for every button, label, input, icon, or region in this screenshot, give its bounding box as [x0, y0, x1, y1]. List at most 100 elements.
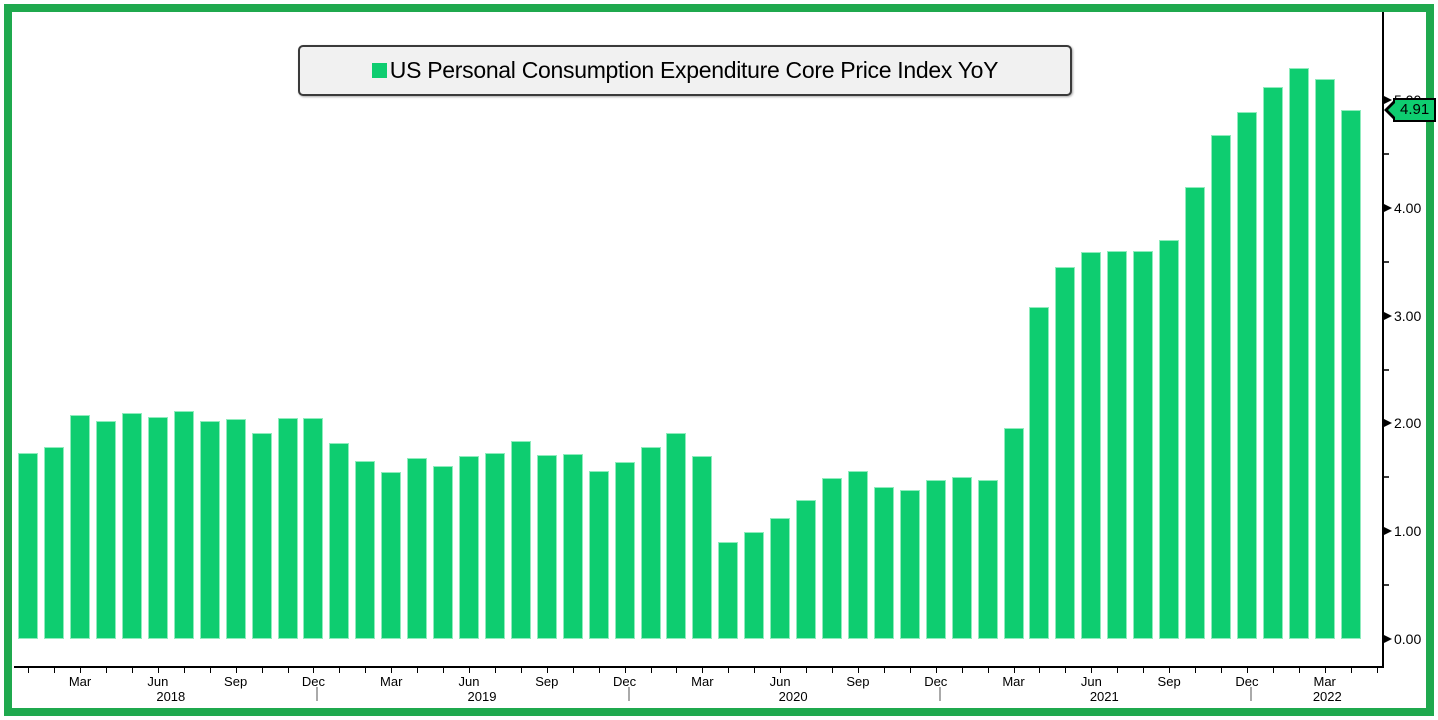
year-separator-line — [627, 687, 630, 701]
x-month-tick — [1143, 668, 1145, 673]
x-month-tick — [1039, 668, 1041, 673]
last-value-tag: 4.91 — [1384, 97, 1437, 122]
bar-2018-09 — [225, 419, 246, 639]
bar-2019-11 — [588, 470, 609, 639]
x-month-tick — [365, 668, 367, 673]
x-year-label: 2021 — [1089, 689, 1119, 704]
bar-2021-07 — [1107, 251, 1128, 639]
x-month-tick — [702, 668, 704, 673]
bar-2020-11 — [899, 490, 920, 639]
x-month-tick — [572, 668, 574, 673]
bar-2018-01 — [18, 452, 39, 639]
x-month-tick — [105, 668, 107, 673]
x-month-tick — [624, 668, 626, 673]
x-month-tick — [1298, 668, 1300, 673]
y-major-tick — [1384, 527, 1392, 536]
bar-2020-12 — [925, 479, 946, 639]
x-month-tick — [935, 668, 937, 673]
x-month-tick — [1376, 668, 1378, 673]
bar-2019-01 — [329, 442, 350, 639]
x-month-tick — [1324, 668, 1326, 673]
y-axis-line — [1382, 10, 1384, 668]
legend-marker-icon — [371, 63, 387, 78]
y-major-tick — [1384, 311, 1392, 320]
x-month-label: Jun — [1080, 674, 1102, 689]
x-month-tick — [1195, 668, 1197, 673]
year-separator-line — [1249, 687, 1252, 701]
x-month-tick — [183, 668, 185, 673]
bar-2019-12 — [614, 462, 635, 639]
x-month-label: Mar — [380, 674, 403, 689]
x-month-tick — [54, 668, 56, 673]
y-minor-tick — [1384, 368, 1389, 371]
x-month-tick — [235, 668, 237, 673]
bar-2019-06 — [459, 455, 479, 639]
bar-2018-10 — [251, 433, 272, 639]
x-month-label: Mar — [1313, 674, 1336, 689]
bar-2018-03 — [70, 414, 91, 639]
bar-2021-11 — [1210, 134, 1231, 639]
x-month-tick — [598, 668, 600, 673]
x-month-tick — [754, 668, 756, 673]
bar-2021-02 — [977, 479, 998, 639]
x-month-tick — [832, 668, 834, 673]
bar-2018-05 — [121, 412, 142, 639]
x-month-tick — [443, 668, 445, 673]
x-month-tick — [857, 668, 859, 673]
x-month-label: Sep — [1157, 674, 1181, 689]
bar-2021-10 — [1185, 187, 1206, 639]
x-month-tick — [1246, 668, 1248, 673]
x-month-label: Dec — [924, 674, 948, 689]
bar-2019-02 — [355, 461, 376, 639]
x-year-label: 2018 — [156, 689, 186, 704]
x-month-label: Mar — [691, 674, 714, 689]
x-month-tick — [1065, 668, 1067, 673]
last-value-label: 4.91 — [1400, 101, 1430, 119]
x-month-label: Sep — [846, 674, 870, 689]
y-minor-tick — [1384, 153, 1389, 156]
x-month-tick — [469, 668, 470, 673]
x-month-label: Mar — [68, 674, 92, 689]
bar-2019-03 — [381, 471, 402, 639]
bar-2018-06 — [147, 417, 168, 639]
x-month-tick — [80, 668, 82, 673]
bar-2020-02 — [666, 433, 687, 639]
bar-2021-09 — [1159, 240, 1180, 639]
x-year-label: 2022 — [1312, 689, 1342, 704]
x-month-tick — [417, 668, 419, 673]
bar-2018-11 — [277, 418, 298, 639]
bar-2021-05 — [1055, 267, 1076, 639]
x-month-tick — [987, 668, 989, 673]
x-month-label: Jun — [458, 674, 480, 689]
x-month-tick — [287, 668, 289, 673]
bar-2020-05 — [744, 532, 765, 639]
bar-2019-08 — [510, 440, 531, 639]
x-month-tick — [28, 668, 30, 673]
bar-2021-08 — [1133, 251, 1154, 639]
bar-2021-04 — [1029, 307, 1050, 639]
bar-2021-06 — [1081, 252, 1102, 639]
x-month-tick — [780, 668, 782, 673]
bar-2019-05 — [433, 465, 454, 639]
x-month-tick — [157, 668, 159, 673]
x-month-tick — [1091, 668, 1093, 673]
bar-2019-07 — [484, 452, 505, 639]
bar-2021-03 — [1003, 427, 1024, 639]
x-month-tick — [1013, 668, 1015, 673]
legend-label: US Personal Consumption Expenditure Core… — [389, 57, 999, 83]
bar-2020-10 — [873, 487, 894, 639]
x-month-tick — [313, 668, 315, 673]
y-axis-label: 1.00 — [1394, 523, 1422, 540]
x-month-tick — [494, 668, 496, 673]
x-month-tick — [1272, 668, 1274, 673]
bar-2022-01 — [1262, 87, 1283, 639]
x-year-label: 2020 — [778, 689, 808, 704]
bar-2018-02 — [44, 447, 65, 639]
x-month-label: Sep — [535, 674, 559, 689]
y-minor-tick — [1384, 584, 1389, 587]
x-month-tick — [728, 668, 730, 673]
y-major-tick — [1384, 419, 1392, 428]
y-minor-tick — [1384, 476, 1389, 479]
bar-2018-08 — [199, 421, 220, 639]
x-month-tick — [1350, 668, 1352, 673]
